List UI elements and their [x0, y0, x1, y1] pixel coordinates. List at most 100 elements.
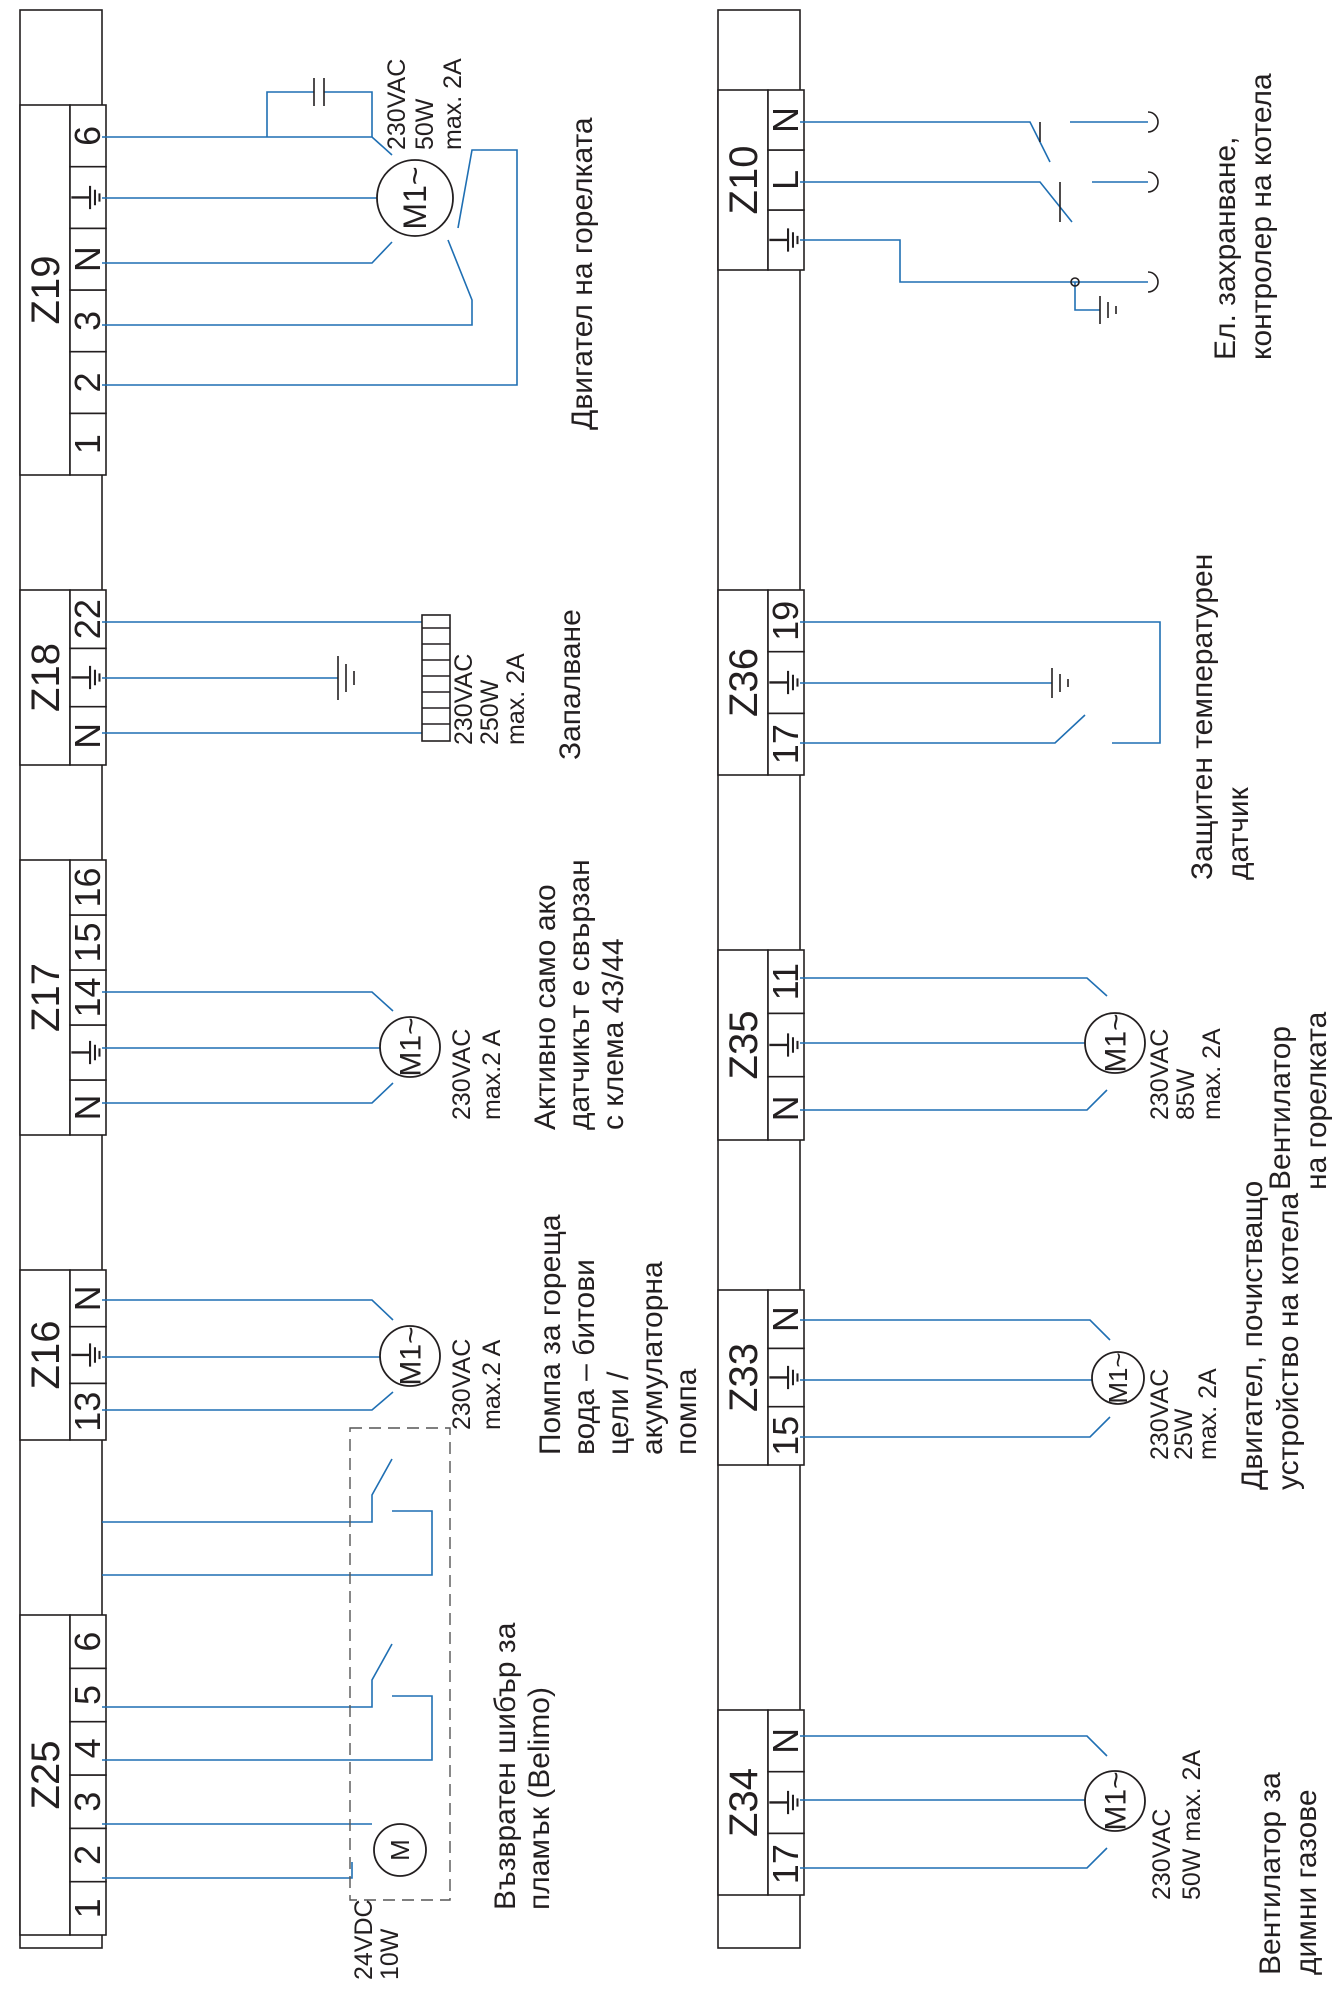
z19-wiring [102, 78, 518, 386]
label-line: контролер на котела [1245, 73, 1278, 360]
terminal-block-z10: Z10 ⏚ L N [717, 89, 806, 271]
terminal-label: N [765, 1306, 806, 1332]
block-name: Z10 [722, 146, 766, 215]
terminal-label: ⏚ [765, 1359, 806, 1395]
terminal-cell [69, 589, 107, 650]
label-line: димни газове [1290, 1789, 1323, 1975]
z18-description: Запалване [554, 609, 587, 760]
label-line: max.2 A [478, 1029, 506, 1120]
label-line: 85W [1172, 1068, 1200, 1120]
label-line: max. 2A [502, 653, 530, 745]
terminal-cell [69, 1774, 107, 1830]
belimo-dashed-box [349, 1427, 451, 1901]
z17-wiring [102, 991, 394, 1104]
motor-z34: M1~ [1084, 1770, 1146, 1832]
terminal-block-z36: Z36 17 ⏚ 19 [717, 589, 806, 776]
motor-label: M1~ [397, 166, 433, 229]
block-name: Z35 [722, 1011, 766, 1080]
terminal-block-z17: Z17 N ⏚ 14 15 16 [19, 859, 108, 1136]
z17-spec: 230VAC max.2 A [448, 1029, 506, 1120]
motor-icon [379, 1325, 441, 1387]
terminal-block-z34: Z34 17 ⏚ N [717, 1709, 806, 1896]
label-line: датчик [1222, 786, 1255, 880]
z36-description: Защитен температурен датчик [1186, 554, 1255, 880]
terminal-label: N [765, 1728, 806, 1754]
motor-label: M1~ [395, 1326, 428, 1385]
z10-description: Ел. захранване, контролер на котела [1209, 73, 1278, 360]
terminal-label: 3 [67, 311, 108, 331]
label-line: 24VDC [350, 1899, 378, 1980]
terminal-label: ⏚ [67, 1337, 108, 1373]
label-line: Вентилатор за [1254, 1772, 1287, 1975]
label-line: Помпа за гореща [534, 1214, 567, 1455]
terminal-cell [767, 949, 805, 1015]
terminal-label: L [765, 170, 806, 190]
terminal-cell [767, 89, 805, 151]
terminal-label: 15 [67, 922, 108, 962]
motor-icon [1084, 1770, 1146, 1832]
motor-icon [379, 1016, 441, 1078]
label-line: вода – битови [568, 1259, 601, 1455]
terminal-label: N [765, 107, 806, 133]
z16-description: Помпа за гореща вода – битови цели / акумул… [534, 1214, 703, 1455]
terminal-cell [69, 969, 107, 1026]
terminal-label: 1 [67, 434, 108, 454]
z18-wiring [102, 614, 451, 742]
terminal-block-z19: Z19 1 2 3 N ⏚ 6 [19, 104, 108, 476]
terminal-cell [69, 1325, 107, 1385]
terminal-label: 5 [67, 1685, 108, 1705]
terminal-label: 22 [67, 599, 108, 639]
z35-description: Вентилатор на горелката [1264, 1011, 1333, 1190]
terminal-cell [767, 1347, 805, 1408]
terminal-cell [767, 1832, 805, 1896]
terminal-cell [69, 289, 107, 353]
terminal-label: N [67, 723, 108, 749]
z16-wiring [102, 1299, 394, 1411]
terminal-block-z25: Z25 1 2 3 4 5 6 [19, 1614, 108, 1936]
label-line: Вентилатор [1264, 1026, 1297, 1190]
terminal-cell [69, 227, 107, 291]
motor-icon [1084, 1012, 1146, 1074]
z35-wiring [800, 977, 1108, 1111]
terminal-cell [69, 104, 107, 168]
motor-label: M1~ [395, 1017, 428, 1076]
label-line: 230VAC [448, 1029, 476, 1120]
ignition-element [421, 614, 451, 742]
label-line: max. 2A [1198, 1028, 1226, 1120]
z33-wiring [800, 1319, 1111, 1438]
terminal-label: ⏚ [765, 1027, 806, 1063]
block-name: Z16 [24, 1321, 68, 1390]
motor-label: M1~ [1100, 1013, 1133, 1072]
motor-z19: M1~ [376, 159, 454, 237]
z34-wiring [800, 1735, 1108, 1869]
label-line: 50W max. 2A [1178, 1750, 1206, 1900]
terminal-label: 14 [67, 977, 108, 1017]
terminal-block-z18: Z18 N ⏚ 22 [19, 589, 108, 766]
z25-description: Възвратен шибър за пламък (Belimo) [489, 1622, 556, 1910]
label-line: 230VAC [450, 654, 478, 745]
label-line: 25W [1170, 1408, 1198, 1460]
terminal-label: N [67, 246, 108, 272]
terminal-cell [69, 1720, 107, 1776]
terminal-cell [767, 1770, 805, 1835]
label-line: с клема 43/44 [597, 938, 630, 1130]
label-line: 250W [476, 679, 504, 745]
label-line: 230VAC [448, 1339, 476, 1430]
label-line: Ел. захранване, [1209, 137, 1242, 360]
label-line: 10W [376, 1928, 404, 1980]
terminal-cell [767, 1709, 805, 1773]
motor-icon [373, 1823, 427, 1877]
terminal-cell [69, 412, 107, 476]
block-name: Z19 [24, 256, 68, 325]
label-line: Двигател на горелката [566, 117, 599, 430]
label-line: 50W [411, 98, 439, 150]
terminal-label: 11 [765, 963, 806, 1000]
label-line: Защитен температурен [1186, 554, 1219, 880]
terminal-label: ⏚ [67, 179, 108, 215]
